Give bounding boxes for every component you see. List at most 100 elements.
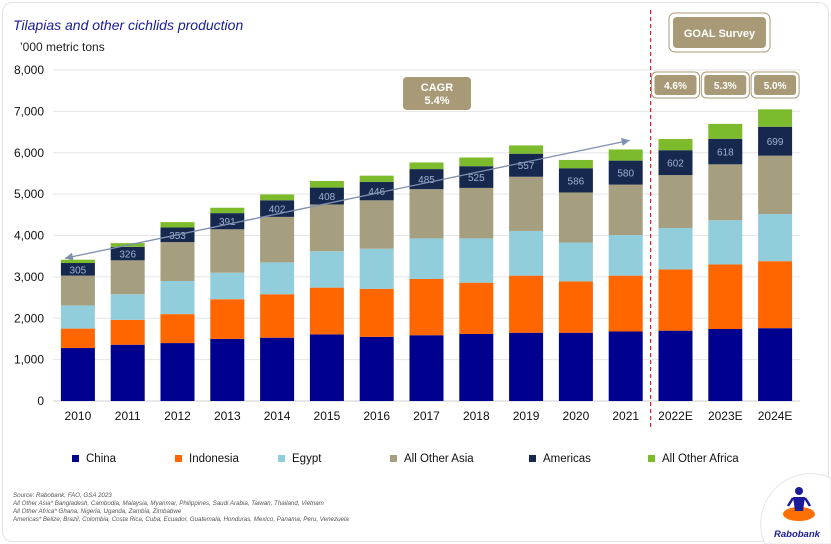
goal-callout-outline (668, 12, 771, 53)
x-tick-label: 2011 (115, 409, 141, 423)
legend-swatch-china (72, 455, 79, 462)
bar-segment-indonesia (260, 294, 295, 338)
bar-segment-egypt (110, 294, 145, 320)
bar-segment-all-other-asia (509, 176, 544, 231)
bar-segment-egypt (608, 235, 643, 276)
x-tick-label: 2019 (513, 409, 540, 423)
bar-segment-all-other-africa (459, 157, 494, 167)
y-axis-unit: ’000 metric tons (20, 40, 105, 54)
footnote-other-asia: All Other Asia* Bangladesh, Cambodia, Ma… (13, 500, 324, 508)
goal-callout-box (673, 17, 766, 48)
legend-swatch-americas (529, 455, 536, 462)
bar-segment-all-other-asia (110, 260, 145, 295)
bar-segment-egypt (60, 305, 95, 329)
cagr-value: 5.4% (424, 95, 449, 107)
rabobank-logo (760, 473, 831, 544)
bar-segment-all-other-asia (60, 275, 95, 306)
bar-segment-americas (359, 181, 394, 201)
bar-segment-egypt (509, 230, 544, 276)
bar-segment-egypt (459, 238, 494, 283)
legend-label-all-other-asia: All Other Asia (404, 453, 474, 465)
bar-segment-indonesia (359, 288, 394, 337)
bar-segment-egypt (409, 238, 444, 279)
bar-segment-all-other-africa (758, 109, 793, 127)
footnote-source: Source: Rabobank, FAO, GSA 2023 (13, 492, 112, 499)
bar-segment-china (359, 336, 394, 401)
bar-segment-all-other-asia (309, 204, 344, 252)
goal-rate-box (704, 75, 747, 95)
legend-swatch-indonesia (175, 455, 182, 462)
bar-segment-all-other-africa (608, 149, 643, 161)
bar-segment-indonesia (558, 281, 593, 333)
bar-segment-china (608, 331, 643, 401)
bar-segment-china (60, 348, 95, 401)
y-tick-label: 0 (37, 394, 44, 408)
cagr-label: CAGR (421, 82, 453, 94)
bar-segment-americas (110, 246, 145, 261)
legend-swatch-egypt (278, 455, 285, 462)
bar-segment-china (210, 338, 245, 401)
bar-segment-china (459, 333, 494, 401)
x-tick-label: 2013 (214, 409, 241, 423)
legend-swatch-all-other-asia (390, 455, 397, 462)
bar-segment-china (409, 335, 444, 401)
bar-segment-indonesia (60, 328, 95, 349)
x-tick-label: 2017 (413, 409, 440, 423)
footnote-other-africa: All Other Africa* Ghana, Nigeria, Uganda… (13, 508, 182, 516)
bar-segment-all-other-africa (558, 159, 593, 169)
bar-segment-americas (558, 168, 593, 193)
bar-segment-egypt (260, 262, 295, 295)
goal-rate-outline (750, 71, 800, 99)
bar-segment-china (110, 344, 145, 401)
y-tick-label: 4,000 (14, 229, 44, 243)
x-tick-label: 2020 (563, 409, 590, 423)
bar-segment-egypt (658, 228, 693, 270)
legend-label-all-other-africa: All Other Africa (662, 453, 739, 465)
legend-label-china: China (86, 453, 117, 465)
bar-segment-egypt (160, 281, 195, 315)
bar-segment-all-other-africa (210, 207, 245, 214)
x-tick-label: 2022E (658, 409, 693, 423)
y-tick-label: 3,000 (14, 270, 44, 284)
logo-text: Rabobank (774, 529, 820, 540)
bar-segment-all-other-africa (409, 162, 444, 170)
y-tick-label: 8,000 (14, 63, 44, 77)
bar-segment-americas (658, 150, 693, 176)
goal-rate-outline (700, 71, 750, 99)
data-label-americas: 580 (617, 169, 634, 180)
y-tick-label: 6,000 (14, 146, 44, 160)
bar-segment-all-other-asia (558, 192, 593, 243)
y-tick-label: 7,000 (14, 104, 44, 118)
goal-rate-box (654, 75, 697, 95)
bar-segment-indonesia (608, 275, 643, 332)
x-tick-label: 2012 (164, 409, 191, 423)
data-label-americas: 586 (568, 176, 585, 187)
goal-label: GOAL Survey (684, 28, 756, 40)
bar-segment-china (558, 332, 593, 401)
data-label-americas: 305 (70, 265, 87, 276)
bar-segment-americas (608, 160, 643, 185)
x-tick-label: 2016 (363, 409, 390, 423)
bar-segment-china (160, 343, 195, 401)
footnotes: Source: Rabobank, FAO, GSA 2023 All Othe… (13, 492, 349, 524)
bar-segment-all-other-africa (708, 123, 743, 139)
bar-segment-all-other-asia (608, 184, 643, 236)
bar-segment-egypt (758, 213, 793, 262)
bar-segment-americas (459, 166, 494, 188)
bar-segment-all-other-africa (260, 194, 295, 201)
bar-segment-americas (60, 263, 95, 276)
arrowhead (621, 138, 630, 146)
bar-segment-all-other-africa (658, 139, 693, 151)
legend-label-americas: Americas (543, 453, 591, 465)
bar-segment-indonesia (409, 278, 444, 336)
bar-segment-all-other-asia (658, 175, 693, 229)
x-tick-label: 2024E (758, 409, 793, 423)
data-label-americas: 618 (717, 148, 734, 159)
footnote-americas: Americas* Belize, Brazil, Colombia, Cost… (13, 516, 349, 524)
cagr-callout-box (403, 77, 471, 110)
bar-segment-all-other-asia (409, 189, 444, 239)
bar-segment-indonesia (758, 261, 793, 329)
bar-segment-all-other-africa (309, 180, 344, 188)
goal-rate-label: 5.0% (764, 81, 787, 92)
bar-segment-egypt (210, 272, 245, 300)
